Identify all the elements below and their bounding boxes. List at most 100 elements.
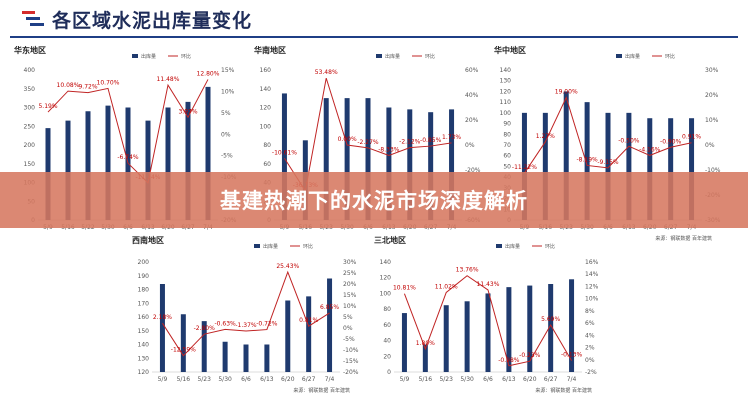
bar xyxy=(365,98,371,220)
data-label: 10.81% xyxy=(393,285,416,292)
bar xyxy=(647,118,653,220)
data-label: 5.19% xyxy=(38,103,57,110)
bar xyxy=(464,301,470,372)
data-label: -0.90% xyxy=(660,138,682,145)
y-tick-label: 100 xyxy=(500,110,512,117)
y2-tick-label: 0% xyxy=(585,357,595,364)
x-tick-label: 6/6 xyxy=(483,376,493,383)
y-tick-label: 90 xyxy=(503,121,511,128)
bar xyxy=(506,287,512,372)
x-tick-label: 5/30 xyxy=(460,376,474,383)
y2-tick-label: 20% xyxy=(705,92,719,99)
y-tick-label: 350 xyxy=(24,86,36,93)
y-tick-label: 120 xyxy=(500,88,512,95)
mom-line xyxy=(284,78,452,193)
data-label: -0.85% xyxy=(420,137,442,144)
data-label: -2.12% xyxy=(399,139,421,146)
data-label: -0.63% xyxy=(214,320,236,327)
y-tick-label: 150 xyxy=(138,328,150,335)
source-note: 来源：钢联数据 百年建筑 xyxy=(293,387,350,394)
header-rule xyxy=(10,36,738,38)
y2-tick-label: 25% xyxy=(343,270,357,277)
y-tick-label: 20 xyxy=(383,353,391,360)
y-tick-label: 50 xyxy=(503,163,511,170)
x-tick-label: 6/13 xyxy=(260,376,274,383)
data-label: -8.33% xyxy=(378,146,400,153)
y2-tick-label: 0% xyxy=(343,325,353,332)
bar xyxy=(165,107,171,220)
y2-tick-label: -5% xyxy=(343,336,355,343)
data-label: -0.13% xyxy=(561,352,583,359)
legend-line-label: 环比 xyxy=(665,53,675,60)
y2-tick-label: 14% xyxy=(585,271,599,278)
bar xyxy=(422,344,428,372)
y-tick-label: 0 xyxy=(387,369,391,376)
chart-title: 华东地区 xyxy=(14,45,46,55)
data-label: 13.76% xyxy=(456,267,479,274)
data-label: 10.08% xyxy=(57,82,80,89)
y-tick-label: 60 xyxy=(503,153,511,160)
legend: 出库量 环比 xyxy=(616,53,675,60)
bar xyxy=(105,105,111,220)
bar xyxy=(323,98,329,220)
brand-logo-icon xyxy=(22,11,44,26)
data-label: 11.02% xyxy=(435,283,458,290)
legend-bar-swatch xyxy=(496,244,502,248)
bar xyxy=(205,86,211,220)
y-tick-label: 180 xyxy=(138,287,150,294)
bar xyxy=(281,93,287,220)
legend-bar-swatch xyxy=(254,244,260,248)
mom-line xyxy=(47,79,209,184)
y2-tick-label: -20% xyxy=(465,167,481,174)
bar xyxy=(449,109,455,220)
data-label: -12.59% xyxy=(171,347,196,354)
legend: 出库量 环比 xyxy=(496,243,555,250)
y2-tick-label: 40% xyxy=(465,92,479,99)
bar xyxy=(668,118,674,220)
data-label: 6.85% xyxy=(320,304,339,311)
x-tick-label: 6/6 xyxy=(241,376,251,383)
y-tick-label: 160 xyxy=(138,314,150,321)
y-tick-label: 70 xyxy=(503,142,511,149)
x-tick-label: 5/16 xyxy=(419,376,433,383)
data-label: 1.80% xyxy=(416,340,435,347)
y-tick-label: 40 xyxy=(383,338,391,345)
bar xyxy=(306,296,312,372)
bar xyxy=(285,300,291,372)
y2-tick-label: 20% xyxy=(343,281,357,288)
y-tick-label: 80 xyxy=(263,142,271,149)
y-tick-label: 100 xyxy=(380,290,392,297)
data-label: 10.70% xyxy=(97,79,120,86)
y-tick-label: 250 xyxy=(24,123,36,130)
y-tick-label: 140 xyxy=(380,259,392,266)
bar xyxy=(521,112,527,220)
y2-tick-label: 8% xyxy=(585,308,595,315)
y-tick-label: 400 xyxy=(24,67,36,74)
y-tick-label: 150 xyxy=(24,161,36,168)
data-label: -6.74% xyxy=(117,154,139,161)
data-label: 19.00% xyxy=(555,89,578,96)
chart-title: 华中地区 xyxy=(494,45,526,55)
y2-tick-label: -15% xyxy=(343,358,359,365)
y-tick-label: 60 xyxy=(263,161,271,168)
data-label: 0.81% xyxy=(299,317,318,324)
bar xyxy=(563,91,569,220)
x-tick-label: 5/23 xyxy=(439,376,453,383)
data-label: -0.50% xyxy=(618,137,640,144)
y-tick-label: 130 xyxy=(138,355,150,362)
banner-title: 基建热潮下的水泥市场深度解析 xyxy=(220,189,528,213)
data-label: 1.73% xyxy=(442,134,461,141)
y-tick-label: 140 xyxy=(500,67,512,74)
bar xyxy=(85,111,91,220)
data-label: 0.00% xyxy=(338,136,357,143)
data-label: -1.37% xyxy=(235,322,257,329)
bar xyxy=(222,341,228,372)
bar xyxy=(407,109,413,220)
y-tick-label: 130 xyxy=(500,78,512,85)
y-tick-label: 80 xyxy=(383,306,391,313)
bar xyxy=(527,285,533,372)
data-label: 5.69% xyxy=(541,316,560,323)
bar xyxy=(159,284,165,372)
legend: 出库量 环比 xyxy=(254,243,313,250)
